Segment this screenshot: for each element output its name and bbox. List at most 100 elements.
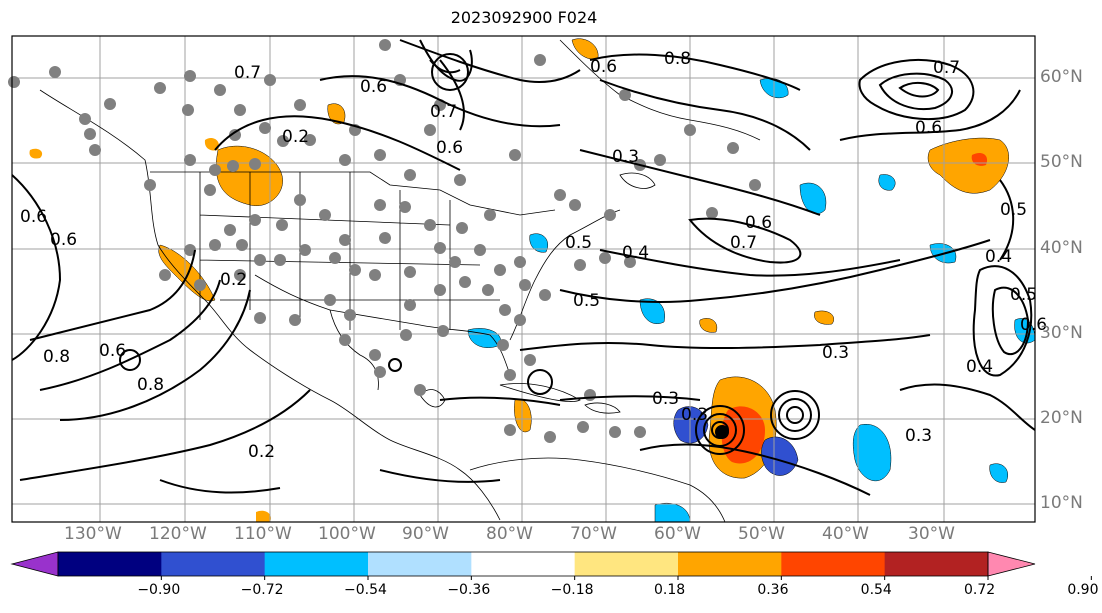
station-dot — [599, 252, 611, 264]
station-dot — [294, 194, 306, 206]
contour-7 — [319, 75, 561, 128]
map-frame — [11, 35, 1036, 523]
station-dot — [484, 209, 496, 221]
newfoundland — [619, 172, 656, 189]
longitude-label: 80°W — [486, 524, 533, 544]
station-dot — [437, 325, 449, 337]
station-dot — [229, 129, 241, 141]
contour-label: 0.7 — [430, 102, 457, 122]
contour-label: 0.8 — [43, 347, 70, 367]
station-dot — [259, 122, 271, 134]
contour-label: 0.5 — [565, 233, 592, 253]
station-dot — [454, 174, 466, 186]
contour-3 — [39, 279, 221, 391]
colorbar-border — [57, 551, 989, 577]
station-dot — [209, 239, 221, 251]
hurricane-ring-4 — [770, 390, 820, 440]
station-dot — [369, 269, 381, 281]
contour-label: 0.7 — [933, 58, 960, 78]
station-dot — [374, 199, 386, 211]
colorbar-tick-label: 0.18 — [654, 582, 686, 598]
contour-2 — [29, 249, 196, 341]
station-dot — [234, 104, 246, 116]
shade-atl-blue-3 — [799, 182, 827, 215]
station-dot — [584, 389, 596, 401]
shade-atl-blue-7 — [878, 174, 896, 191]
station-dot — [499, 304, 511, 316]
contour-23 — [972, 265, 1033, 377]
station-dot — [8, 76, 20, 88]
shade-atl-blue-10 — [989, 463, 1008, 483]
shade-atl-mid2 — [814, 310, 834, 325]
station-dot — [504, 369, 516, 381]
station-dot — [214, 84, 226, 96]
contour-22 — [839, 89, 1021, 141]
station-dot — [634, 426, 646, 438]
station-dot — [184, 154, 196, 166]
contour-label: 0.3 — [905, 426, 932, 446]
station-dot — [274, 254, 286, 266]
colorbar-segment — [574, 552, 679, 576]
contour-label: 0.6 — [360, 77, 387, 97]
station-dot — [236, 239, 248, 251]
contour-label: 0.4 — [985, 247, 1012, 267]
latitude-label: 60°N — [1040, 67, 1083, 87]
station-dot — [224, 224, 236, 236]
station-dot — [456, 222, 468, 234]
longitude-label: 110°W — [234, 524, 292, 544]
contour-label: 0.7 — [234, 63, 261, 83]
station-dot — [344, 309, 356, 321]
station-dot — [577, 421, 589, 433]
contour-12 — [579, 149, 821, 216]
station-dot — [424, 219, 436, 231]
contour-label: 0.6 — [745, 213, 772, 233]
contour-label: 0.5 — [573, 291, 600, 311]
contour-8 — [399, 39, 581, 83]
contour-17 — [559, 395, 701, 401]
contour-label: 0.2 — [220, 270, 247, 290]
contour-5 — [19, 389, 311, 481]
station-dot — [374, 149, 386, 161]
station-dot — [89, 144, 101, 156]
hurricane-ring-6 — [786, 406, 804, 424]
colorbar-min-arrow — [10, 551, 59, 577]
station-dot — [400, 329, 412, 341]
station-dot — [209, 164, 221, 176]
station-dot — [374, 366, 386, 378]
station-dot — [227, 160, 239, 172]
contour-19 — [858, 59, 975, 121]
hurricane-ring-5 — [778, 398, 812, 432]
colorbar-segment — [781, 552, 886, 576]
contour-label: 0.2 — [282, 127, 309, 147]
west-coast — [39, 89, 501, 521]
station-dot — [424, 124, 436, 136]
contour-label: 0.8 — [664, 49, 691, 69]
longitude-label: 30°W — [908, 524, 955, 544]
station-dot — [339, 334, 351, 346]
station-dot — [684, 124, 696, 136]
shade-atlantic-east — [927, 137, 1009, 194]
contour-label-group: 0.20.60.80.70.60.30.80.60.70.60.70.60.40… — [20, 49, 1047, 462]
contour-label: 0.5 — [1010, 285, 1037, 305]
hispaniola — [584, 402, 621, 414]
south-america-coast — [469, 457, 726, 523]
greenland-canada — [559, 39, 761, 141]
colorbar-tick-label: 0.90 — [1067, 582, 1099, 598]
contour-1 — [11, 174, 62, 361]
latitude-label: 10°N — [1040, 493, 1083, 513]
station-dot — [329, 252, 341, 264]
station-dot — [706, 207, 718, 219]
station-dot — [519, 279, 531, 291]
contour-lines — [11, 39, 1036, 496]
station-dot — [184, 244, 196, 256]
station-dot — [434, 284, 446, 296]
colorbar-tick-label: −0.54 — [344, 582, 387, 598]
cuba — [499, 383, 581, 403]
contour-18 — [639, 443, 871, 496]
contour-14 — [599, 249, 901, 277]
station-dot — [619, 89, 631, 101]
colorbar-segment — [368, 552, 472, 576]
station-dot — [144, 179, 156, 191]
colorbar-segment — [678, 552, 782, 576]
station-dot — [154, 82, 166, 94]
